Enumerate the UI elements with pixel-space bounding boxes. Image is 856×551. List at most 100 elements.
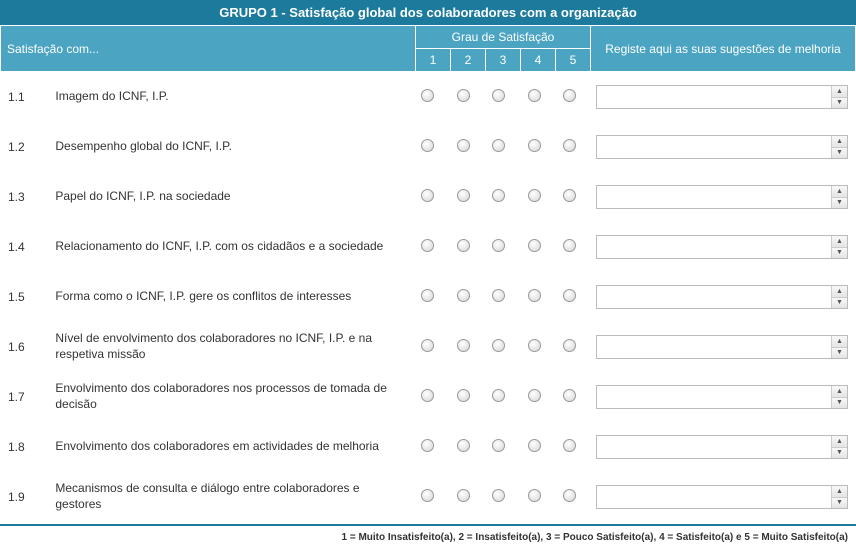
- rating-radio-3[interactable]: [492, 189, 505, 202]
- rating-radio-1[interactable]: [421, 139, 434, 152]
- spinner-down-icon[interactable]: ▼: [832, 448, 847, 459]
- suggestion-input[interactable]: [596, 385, 848, 409]
- question-number: 1.3: [0, 172, 30, 222]
- rating-radio-1[interactable]: [421, 189, 434, 202]
- spinner-down-icon[interactable]: ▼: [832, 398, 847, 409]
- spinner-down-icon[interactable]: ▼: [832, 148, 847, 159]
- rating-radio-5[interactable]: [563, 389, 576, 402]
- suggestion-input[interactable]: [596, 85, 848, 109]
- rating-radio-5[interactable]: [563, 489, 576, 502]
- rating-radio-2[interactable]: [457, 389, 470, 402]
- rating-radio-4[interactable]: [528, 289, 541, 302]
- rating-radio-1[interactable]: [421, 489, 434, 502]
- rating-radio-3[interactable]: [492, 89, 505, 102]
- spinner-up-icon[interactable]: ▲: [832, 186, 847, 198]
- spinner-up-icon[interactable]: ▲: [832, 136, 847, 148]
- rating-radio-4[interactable]: [528, 239, 541, 252]
- question-row: 1.3Papel do ICNF, I.P. na sociedade▲▼: [0, 172, 856, 222]
- suggestion-input[interactable]: [596, 285, 848, 309]
- rating-radio-2[interactable]: [457, 289, 470, 302]
- rating-radio-2[interactable]: [457, 339, 470, 352]
- suggestion-cell: ▲▼: [588, 172, 856, 222]
- rating-radio-2[interactable]: [457, 89, 470, 102]
- rating-radio-5[interactable]: [563, 239, 576, 252]
- rating-radio-4[interactable]: [528, 439, 541, 452]
- header-num-2: 2: [451, 49, 486, 72]
- rating-radio-5[interactable]: [563, 139, 576, 152]
- rating-radio-2[interactable]: [457, 489, 470, 502]
- spinner-down-icon[interactable]: ▼: [832, 348, 847, 359]
- question-number: 1.5: [0, 272, 30, 322]
- rating-radio-3[interactable]: [492, 289, 505, 302]
- rating-cell-2: [446, 72, 481, 122]
- rating-radio-5[interactable]: [563, 339, 576, 352]
- rating-radio-2[interactable]: [457, 139, 470, 152]
- rating-cell-1: [410, 222, 445, 272]
- suggestion-input[interactable]: [596, 185, 848, 209]
- question-label: Envolvimento dos colaboradores nos proce…: [30, 372, 410, 422]
- suggestion-cell: ▲▼: [588, 72, 856, 122]
- rating-cell-4: [517, 422, 552, 472]
- rating-radio-1[interactable]: [421, 239, 434, 252]
- spinner: ▲▼: [831, 286, 847, 308]
- rating-radio-3[interactable]: [492, 139, 505, 152]
- spinner-up-icon[interactable]: ▲: [832, 436, 847, 448]
- spinner: ▲▼: [831, 136, 847, 158]
- header-table: Satisfação com... Grau de Satisfação Reg…: [0, 25, 856, 72]
- rating-radio-4[interactable]: [528, 389, 541, 402]
- suggestion-input[interactable]: [596, 485, 848, 509]
- rating-cell-2: [446, 372, 481, 422]
- rating-cell-5: [552, 172, 587, 222]
- scale-legend: 1 = Muito Insatisfeito(a), 2 = Insatisfe…: [0, 526, 856, 543]
- rating-radio-5[interactable]: [563, 289, 576, 302]
- spinner-up-icon[interactable]: ▲: [832, 236, 847, 248]
- rating-radio-3[interactable]: [492, 239, 505, 252]
- rating-radio-1[interactable]: [421, 439, 434, 452]
- spinner-down-icon[interactable]: ▼: [832, 248, 847, 259]
- spinner-up-icon[interactable]: ▲: [832, 486, 847, 498]
- rating-radio-3[interactable]: [492, 439, 505, 452]
- rating-radio-4[interactable]: [528, 139, 541, 152]
- rating-radio-4[interactable]: [528, 189, 541, 202]
- spinner-down-icon[interactable]: ▼: [832, 498, 847, 509]
- spinner-down-icon[interactable]: ▼: [832, 98, 847, 109]
- suggestion-cell: ▲▼: [588, 122, 856, 172]
- rating-radio-2[interactable]: [457, 239, 470, 252]
- rating-radio-1[interactable]: [421, 389, 434, 402]
- suggestion-input[interactable]: [596, 435, 848, 459]
- rating-radio-5[interactable]: [563, 189, 576, 202]
- rating-radio-5[interactable]: [563, 89, 576, 102]
- rating-radio-3[interactable]: [492, 489, 505, 502]
- rating-cell-1: [410, 372, 445, 422]
- question-row: 1.5Forma como o ICNF, I.P. gere os confl…: [0, 272, 856, 322]
- spinner-up-icon[interactable]: ▲: [832, 386, 847, 398]
- question-row: 1.9Mecanismos de consulta e diálogo entr…: [0, 472, 856, 522]
- rating-radio-2[interactable]: [457, 439, 470, 452]
- rating-radio-2[interactable]: [457, 189, 470, 202]
- spinner: ▲▼: [831, 86, 847, 108]
- rating-radio-4[interactable]: [528, 339, 541, 352]
- spinner-up-icon[interactable]: ▲: [832, 86, 847, 98]
- rating-cell-5: [552, 372, 587, 422]
- suggestion-input[interactable]: [596, 335, 848, 359]
- rating-radio-3[interactable]: [492, 389, 505, 402]
- rating-radio-3[interactable]: [492, 339, 505, 352]
- suggestion-cell: ▲▼: [588, 472, 856, 522]
- rating-radio-4[interactable]: [528, 89, 541, 102]
- rating-radio-1[interactable]: [421, 339, 434, 352]
- rating-radio-1[interactable]: [421, 289, 434, 302]
- spinner-up-icon[interactable]: ▲: [832, 336, 847, 348]
- suggestion-input[interactable]: [596, 135, 848, 159]
- rating-radio-4[interactable]: [528, 489, 541, 502]
- rating-cell-4: [517, 72, 552, 122]
- question-row: 1.7Envolvimento dos colaboradores nos pr…: [0, 372, 856, 422]
- question-label: Mecanismos de consulta e diálogo entre c…: [30, 472, 410, 522]
- header-label: Satisfação com...: [1, 26, 416, 72]
- spinner-down-icon[interactable]: ▼: [832, 298, 847, 309]
- rating-radio-1[interactable]: [421, 89, 434, 102]
- header-num-3: 3: [486, 49, 521, 72]
- suggestion-input[interactable]: [596, 235, 848, 259]
- rating-radio-5[interactable]: [563, 439, 576, 452]
- spinner-down-icon[interactable]: ▼: [832, 198, 847, 209]
- spinner-up-icon[interactable]: ▲: [832, 286, 847, 298]
